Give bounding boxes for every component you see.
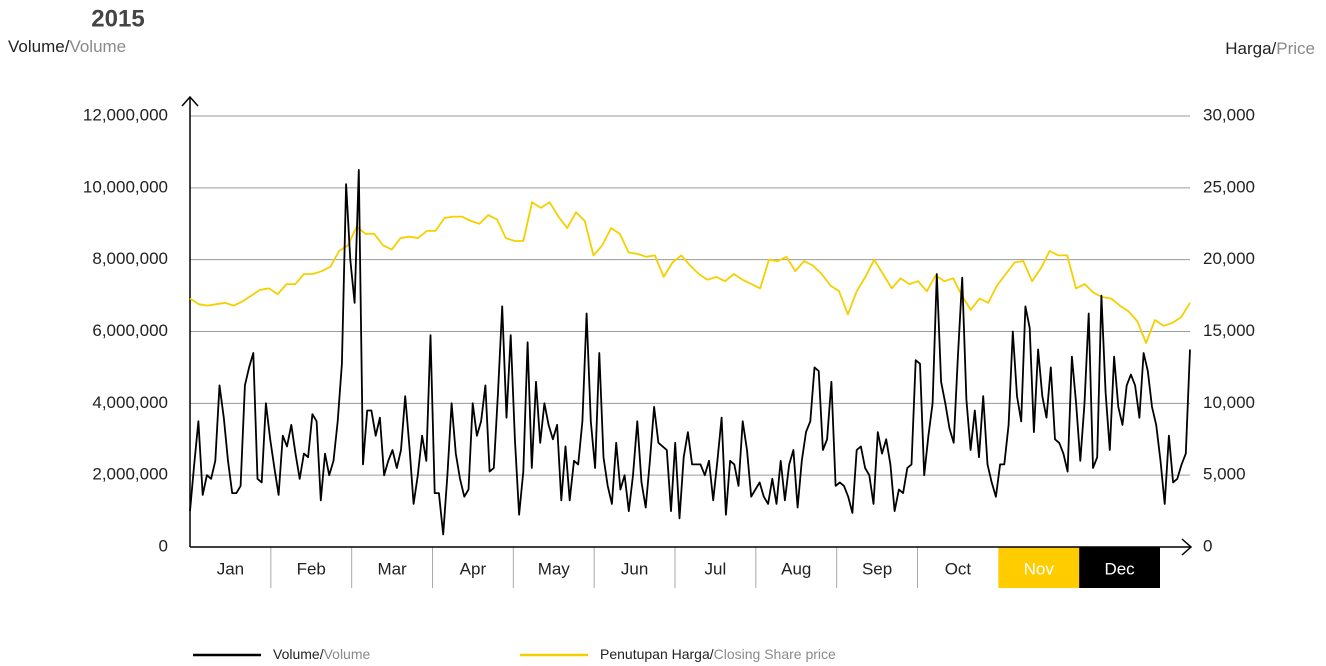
chart-title: 2015: [91, 5, 144, 32]
y-tick-label: 0: [159, 536, 168, 555]
month-band: [998, 547, 1080, 588]
legend-label: Volume/Volume: [273, 646, 371, 662]
series-line: [189, 201, 1191, 344]
series-line: [189, 169, 1191, 536]
x-tick-label: Apr: [460, 559, 487, 578]
legend-label: Penutupan Harga/Closing Share price: [600, 646, 836, 662]
x-tick-label: Mar: [377, 559, 407, 578]
x-tick-label: Dec: [1104, 559, 1135, 578]
y-tick-label: 6,000,000: [92, 321, 168, 340]
y2-tick-label: 10,000: [1203, 393, 1255, 412]
y-tick-label: 8,000,000: [92, 249, 168, 268]
y2-tick-label: 5,000: [1203, 465, 1246, 484]
x-tick-label: Sep: [862, 559, 892, 578]
y2-tick-label: 20,000: [1203, 249, 1255, 268]
y-axis-arrow: [181, 95, 199, 107]
y-tick-label: 12,000,000: [83, 105, 168, 124]
y-tick-label: 10,000,000: [83, 177, 168, 196]
y2-axis-label: Harga/Price: [1225, 39, 1315, 58]
y-tick-label: 4,000,000: [92, 393, 168, 412]
x-tick-label: Jan: [217, 559, 244, 578]
y2-tick-label: 30,000: [1203, 105, 1255, 124]
x-axis-arrow: [1181, 538, 1193, 556]
x-tick-label: Jul: [705, 559, 727, 578]
x-tick-label: Jun: [621, 559, 648, 578]
x-tick-label: Oct: [945, 559, 972, 578]
x-tick-label: Feb: [297, 559, 326, 578]
x-tick-label: Aug: [781, 559, 811, 578]
y2-tick-label: 0: [1203, 536, 1212, 555]
x-tick-label: Nov: [1024, 559, 1055, 578]
y-tick-label: 2,000,000: [92, 465, 168, 484]
y2-tick-label: 15,000: [1203, 321, 1255, 340]
x-tick-label: May: [538, 559, 571, 578]
month-band: [1079, 547, 1160, 588]
y2-tick-label: 25,000: [1203, 177, 1255, 196]
y-axis-label: Volume/Volume: [8, 37, 126, 56]
